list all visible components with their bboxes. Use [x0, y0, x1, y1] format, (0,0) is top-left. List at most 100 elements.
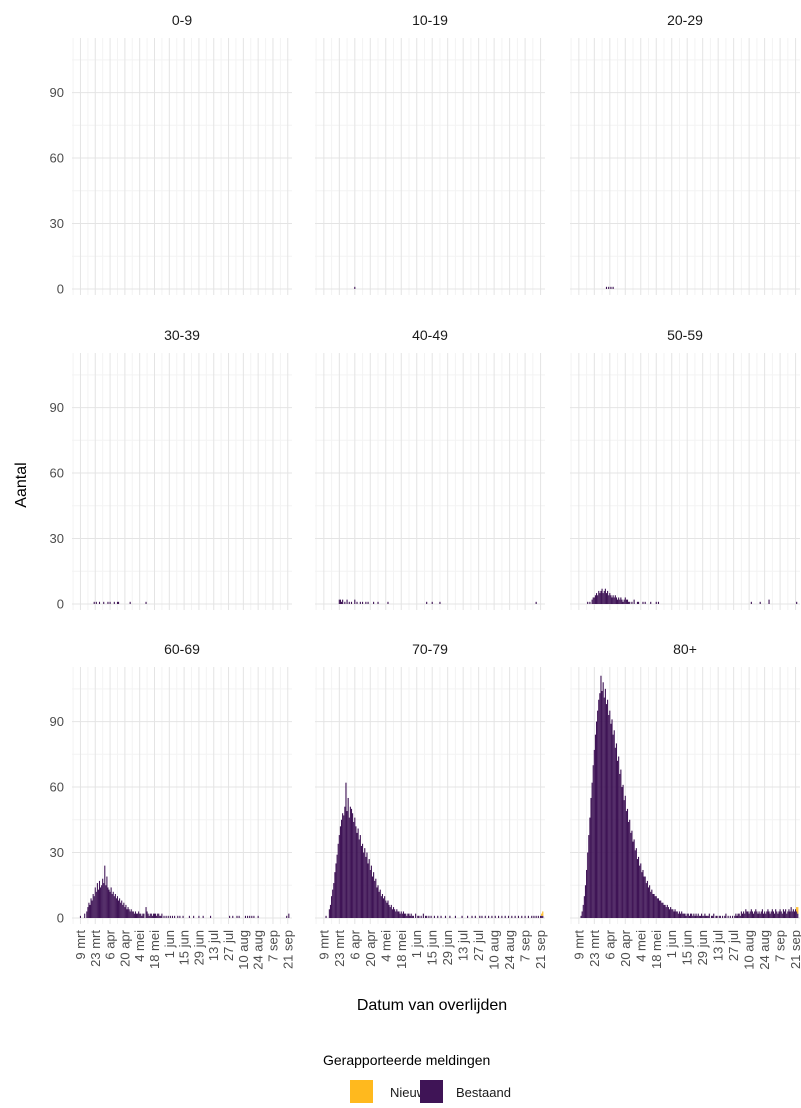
bar-bestaand	[668, 909, 671, 918]
bar-bestaand	[125, 904, 127, 918]
bar-bestaand	[98, 880, 101, 918]
bar-nieuw	[796, 907, 798, 912]
bar-bestaand	[667, 907, 669, 918]
bar-bestaand	[377, 885, 379, 918]
x-tick-label: 1 jun	[409, 930, 424, 958]
bar-bestaand	[79, 915, 81, 918]
bar-bestaand	[692, 915, 694, 918]
bar-bestaand	[738, 913, 740, 918]
bar-bestaand	[437, 915, 439, 918]
bar-bestaand	[288, 913, 290, 918]
bar-bestaand	[116, 896, 119, 918]
bar-bestaand	[425, 915, 427, 918]
bar-bestaand	[783, 911, 786, 918]
bar-bestaand	[257, 915, 259, 918]
bar-bestaand	[765, 913, 767, 918]
bar-bestaand	[595, 593, 598, 604]
bar-bestaand	[354, 599, 356, 604]
bar-bestaand	[598, 699, 600, 918]
bar-bestaand	[84, 913, 86, 918]
bar-bestaand	[109, 601, 111, 604]
bar-bestaand	[795, 909, 797, 918]
bar-bestaand	[108, 889, 110, 918]
bar-bestaand	[620, 597, 622, 604]
bar-bestaand	[633, 599, 635, 604]
bar-bestaand	[701, 913, 703, 918]
bar-bestaand	[97, 889, 99, 918]
x-tick-label: 27 jul	[726, 930, 741, 961]
bar-bestaand	[491, 915, 493, 918]
bar-bestaand	[608, 286, 610, 289]
bar-bestaand	[537, 915, 539, 918]
x-tick-label: 20 apr	[618, 929, 633, 967]
bar-bestaand	[94, 887, 96, 918]
x-tick-label: 10 aug	[487, 930, 502, 970]
x-tick-label: 10 aug	[236, 930, 251, 970]
bar-bestaand	[777, 913, 779, 918]
bar-bestaand	[346, 811, 348, 918]
bar-bestaand	[86, 911, 88, 918]
bar-bestaand	[339, 599, 341, 604]
bar-bestaand	[580, 915, 582, 918]
bar-bestaand	[602, 682, 604, 918]
bar-bestaand	[471, 915, 473, 918]
bar-bestaand	[793, 911, 796, 918]
legend-swatch-bestaand	[420, 1080, 443, 1103]
x-tick-label: 13 jul	[206, 930, 221, 961]
bar-bestaand	[772, 911, 775, 918]
bar-bestaand	[124, 907, 126, 918]
bar-bestaand	[586, 869, 588, 918]
bar-bestaand	[113, 896, 115, 918]
bar-bestaand	[797, 913, 799, 918]
bar-bestaand	[122, 904, 124, 918]
bar-bestaand	[433, 915, 435, 918]
bar-bestaand	[609, 710, 611, 918]
bar-bestaand	[454, 915, 456, 918]
bar-bestaand	[150, 913, 152, 918]
bar-bestaand	[140, 913, 142, 918]
bar-bestaand	[736, 915, 738, 918]
bar-bestaand	[781, 913, 783, 918]
bar-bestaand	[748, 913, 750, 918]
bar-bestaand	[479, 915, 481, 918]
bar-bestaand	[696, 915, 698, 918]
bar-bestaand	[251, 915, 253, 918]
bar-bestaand	[340, 819, 343, 918]
x-tick-label: 6 apr	[103, 929, 118, 959]
bar-bestaand	[718, 915, 720, 918]
x-tick-label: 29 jun	[440, 930, 455, 965]
bar-bestaand	[481, 915, 483, 918]
bar-bestaand	[747, 911, 749, 918]
facet-title: 60-69	[164, 641, 200, 657]
bar-bestaand	[618, 597, 620, 604]
bar-bestaand	[133, 913, 135, 918]
bar-bestaand	[344, 806, 346, 918]
bar-bestaand	[729, 915, 731, 918]
bar-bestaand	[670, 907, 672, 918]
bar-bestaand	[397, 911, 399, 918]
bar-bestaand	[604, 588, 606, 604]
bar-bestaand	[367, 863, 369, 918]
bar-bestaand	[390, 904, 392, 918]
bar-bestaand	[629, 601, 631, 604]
bar-bestaand	[362, 601, 364, 604]
bar-bestaand	[678, 911, 681, 918]
bar-bestaand	[383, 898, 385, 918]
bar-bestaand	[389, 907, 391, 918]
bar-bestaand	[774, 913, 776, 918]
bar-bestaand	[634, 850, 636, 918]
bar-bestaand	[119, 898, 121, 918]
bar-bestaand	[121, 900, 123, 918]
bar-bestaand	[405, 913, 407, 918]
bar-bestaand	[514, 915, 516, 918]
bar-bestaand	[756, 911, 758, 918]
bar-bestaand	[597, 595, 599, 604]
bar-bestaand	[683, 913, 685, 918]
y-tick-label: 90	[50, 400, 64, 415]
y-tick-label: 60	[50, 151, 64, 166]
bar-bestaand	[757, 913, 759, 918]
legend-title: Gerapporteerde meldingen	[323, 1052, 490, 1068]
y-tick-label: 90	[50, 85, 64, 100]
bar-bestaand	[581, 911, 583, 918]
bar-bestaand	[713, 913, 715, 918]
